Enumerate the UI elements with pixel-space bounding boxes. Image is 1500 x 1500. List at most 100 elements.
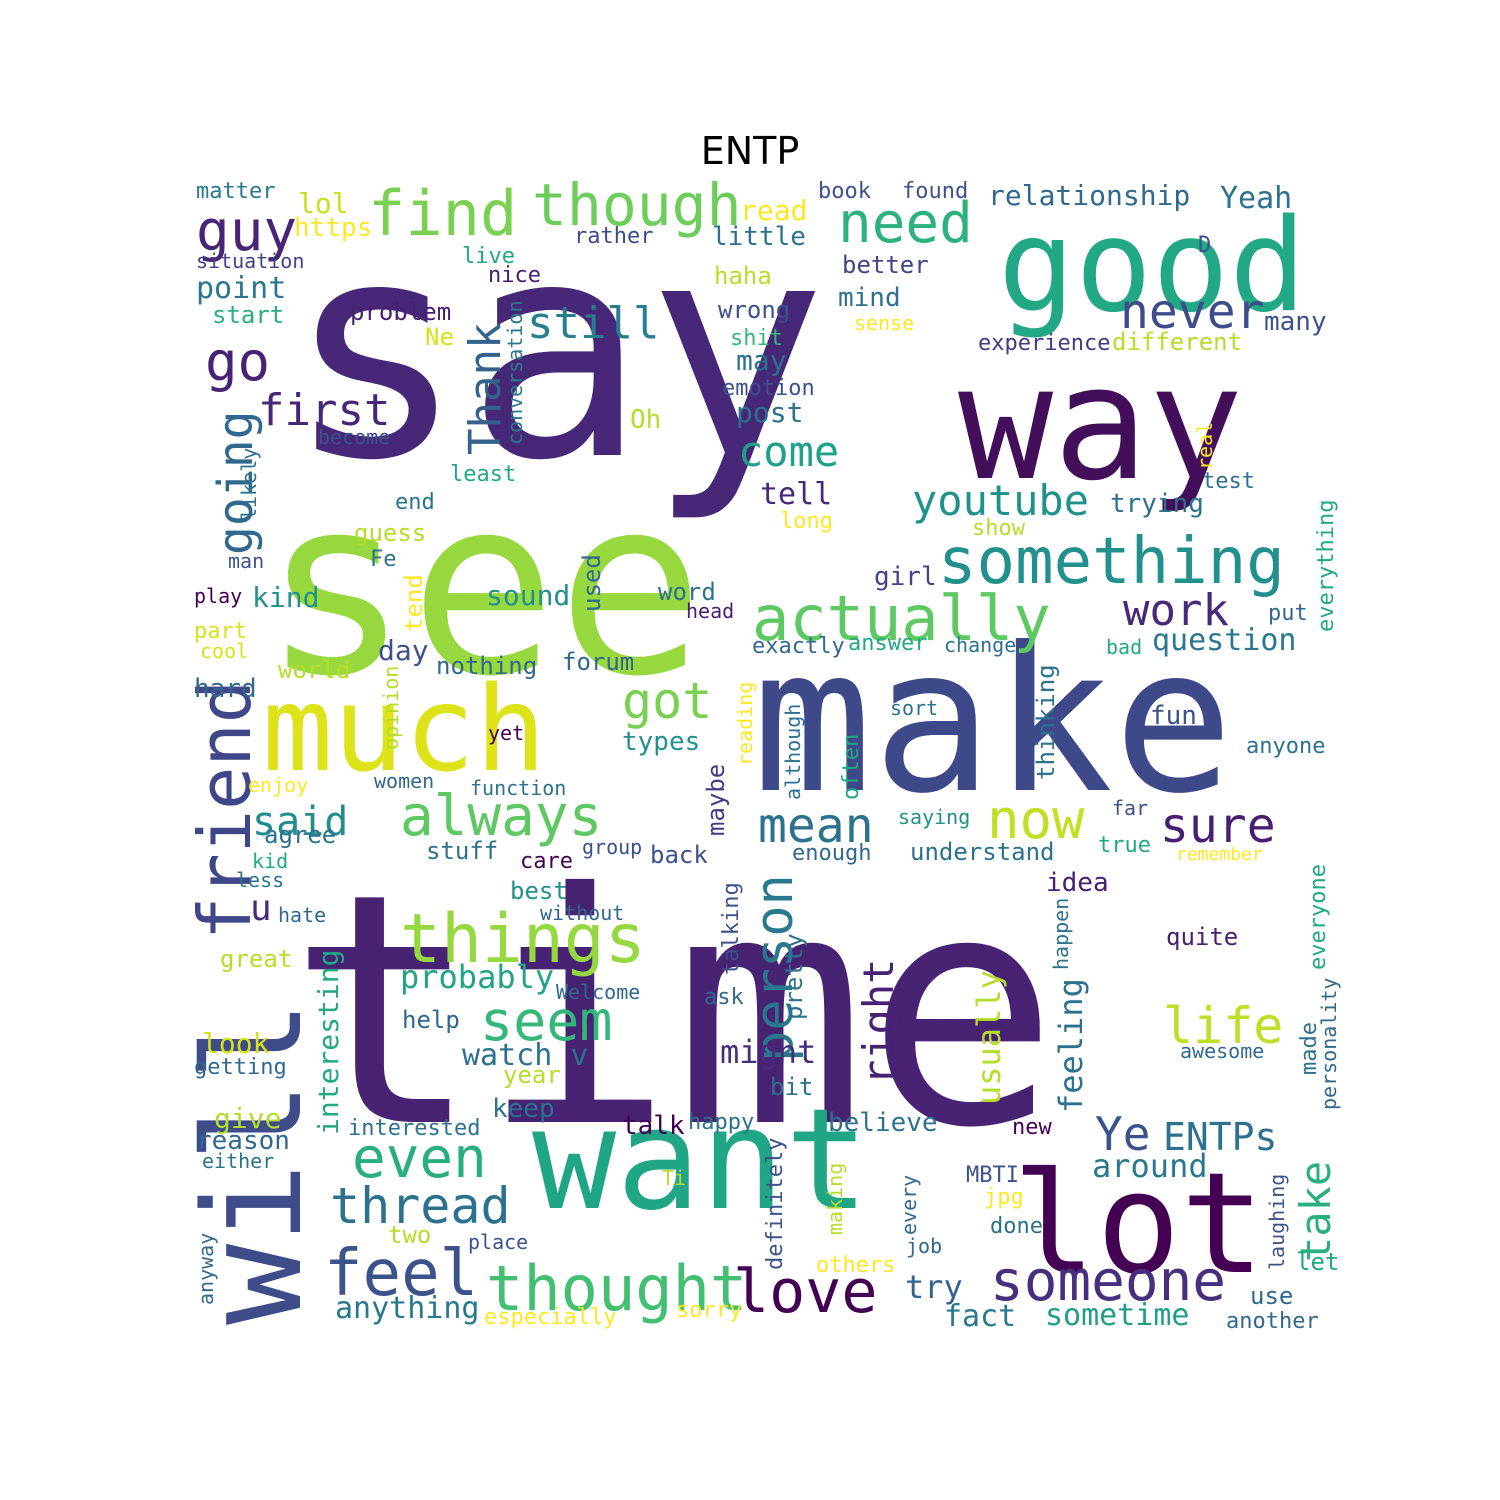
- word-question: question: [1152, 623, 1297, 658]
- word-sense: sense: [854, 311, 914, 335]
- figure-title: ENTP: [700, 129, 800, 173]
- word-go: go: [205, 330, 270, 393]
- word-take: take: [1291, 1161, 1340, 1262]
- word-conversation: conversation: [503, 301, 527, 446]
- word-going: going: [208, 411, 264, 556]
- word-never: never: [1120, 284, 1265, 340]
- word-though: though: [532, 171, 742, 239]
- word-great: great: [220, 945, 292, 973]
- word-tend: tend: [400, 574, 428, 632]
- word-different: different: [1112, 328, 1242, 356]
- word-situation: situation: [196, 249, 304, 273]
- word-opinion: opinion: [379, 666, 403, 750]
- word-sure: sure: [1160, 798, 1276, 854]
- word-interested: interested: [348, 1116, 480, 1141]
- word-good: good: [998, 192, 1306, 341]
- word-guess: guess: [354, 519, 426, 547]
- word-trying: trying: [1110, 489, 1204, 519]
- word-entps: ENTPs: [1163, 1115, 1277, 1159]
- word-person: person: [745, 874, 805, 1062]
- word-look: look: [202, 1027, 270, 1060]
- word-many: many: [1264, 307, 1327, 337]
- word-point: point: [196, 271, 286, 306]
- word-personality: personality: [1317, 978, 1341, 1110]
- word-sound: sound: [486, 579, 570, 612]
- word-word: word: [658, 578, 716, 606]
- word-nothing: nothing: [436, 652, 537, 680]
- word-around: around: [1092, 1147, 1208, 1185]
- word-answer: answer: [848, 631, 927, 656]
- word-oh: Oh: [630, 405, 661, 435]
- word-mean: mean: [758, 798, 874, 854]
- word-real: real: [1193, 422, 1217, 470]
- word-make: make: [752, 605, 1234, 838]
- word-another: another: [1226, 1309, 1319, 1334]
- word-maybe: maybe: [702, 764, 730, 836]
- word-will: will: [175, 1000, 332, 1325]
- word-lot: lot: [1012, 1143, 1265, 1306]
- word-guy: guy: [196, 199, 297, 264]
- word-hard: hard: [194, 674, 257, 704]
- word-got: got: [622, 672, 712, 730]
- word-ti: Ti: [662, 1166, 686, 1190]
- word-girl: girl: [874, 562, 937, 592]
- word-https: https: [294, 213, 372, 243]
- word-getting: getting: [194, 1055, 287, 1080]
- word-understand: understand: [910, 838, 1055, 866]
- word-u: u: [250, 888, 272, 929]
- word-definitely: definitely: [763, 1138, 788, 1270]
- word-feeling: feeling: [1052, 978, 1090, 1113]
- word-either: either: [202, 1149, 274, 1173]
- word-every: every: [897, 1175, 921, 1235]
- word-making: making: [823, 1163, 847, 1235]
- word-pretty: pretty: [780, 933, 808, 1020]
- word-quite: quite: [1166, 923, 1238, 951]
- word-haha: haha: [714, 262, 772, 290]
- word-often: often: [839, 734, 864, 800]
- word-two: two: [388, 1221, 431, 1249]
- word-head: head: [686, 599, 734, 623]
- word-care: care: [520, 849, 573, 874]
- word-something: something: [938, 525, 1285, 599]
- word-even: even: [352, 1126, 487, 1191]
- word-said: said: [252, 799, 348, 845]
- word-happen: happen: [1049, 898, 1073, 970]
- word-forum: forum: [562, 648, 634, 676]
- word-life: life: [1163, 997, 1283, 1055]
- word-first: first: [258, 385, 390, 436]
- word-talk: talk: [622, 1111, 685, 1141]
- word-kind: kind: [252, 581, 319, 614]
- word-experience: experience: [978, 331, 1110, 356]
- word-see: see: [262, 445, 705, 730]
- word-jpg: jpg: [984, 1185, 1024, 1210]
- word-mbti: MBTI: [966, 1163, 1019, 1188]
- word-tell: tell: [760, 477, 832, 512]
- word-test: test: [1202, 469, 1255, 494]
- word-less: less: [236, 868, 284, 892]
- word-lol: lol: [298, 187, 349, 220]
- word-far: far: [1112, 796, 1148, 820]
- word-show: show: [972, 516, 1026, 541]
- word-relationship: relationship: [988, 179, 1190, 212]
- word-time: time: [288, 826, 1059, 1198]
- word-need: need: [838, 191, 973, 256]
- word-laughing: laughing: [1265, 1174, 1289, 1270]
- word-ne: Ne: [425, 323, 454, 351]
- word-play: play: [194, 584, 242, 608]
- word-rather: rather: [574, 224, 653, 249]
- word-may: may: [736, 344, 787, 377]
- word-come: come: [738, 427, 839, 476]
- word-back: back: [650, 841, 708, 869]
- word-seem: seem: [480, 989, 612, 1053]
- word-function: function: [470, 776, 566, 800]
- word-best: best: [510, 877, 568, 905]
- word-better: better: [842, 251, 929, 279]
- word-change: change: [944, 633, 1016, 657]
- word-matter: matter: [196, 179, 275, 204]
- word-much: much: [262, 660, 546, 798]
- word-mind: mind: [838, 283, 901, 313]
- word-interesting: interesting: [312, 950, 345, 1135]
- word-job: job: [906, 1234, 942, 1258]
- word-live: live: [462, 244, 515, 269]
